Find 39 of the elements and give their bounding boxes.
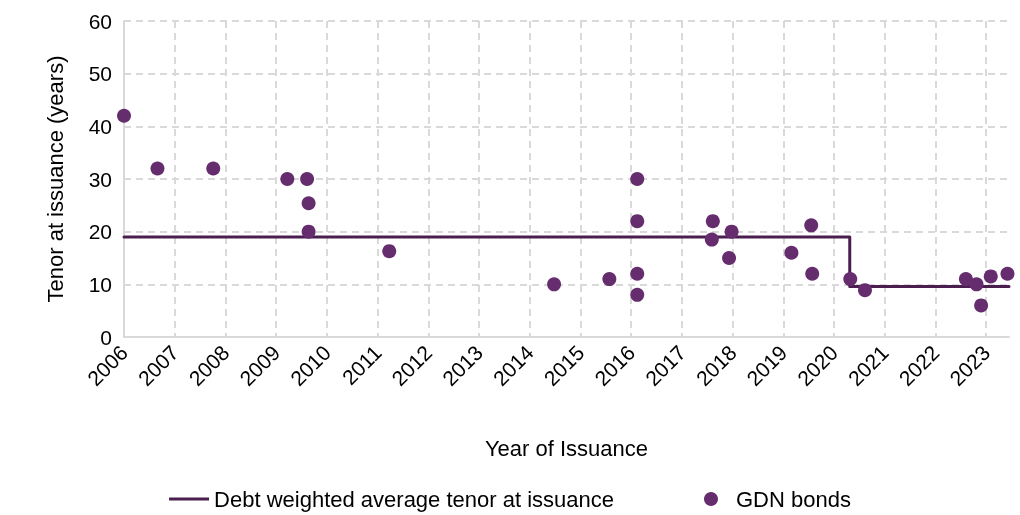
point <box>784 245 799 260</box>
point <box>280 172 295 186</box>
point <box>724 224 739 239</box>
point <box>630 266 645 281</box>
point <box>983 269 998 284</box>
point <box>602 272 617 287</box>
y-tick-label: 50 <box>88 62 112 86</box>
y-axis-title: Tenor at issuance (years) <box>42 55 68 303</box>
point <box>958 272 973 287</box>
y-tick-label: 40 <box>88 114 112 138</box>
x-axis-title: Year of Issuance <box>484 435 649 461</box>
y-tick-label: 0 <box>100 325 112 349</box>
y-tick-label: 60 <box>88 9 112 33</box>
point <box>630 214 645 229</box>
point <box>206 161 221 176</box>
point <box>843 272 858 287</box>
point <box>301 224 316 239</box>
point <box>722 251 737 265</box>
point <box>974 298 989 313</box>
point <box>382 244 397 259</box>
point <box>704 232 719 247</box>
y-tick-label: 30 <box>88 167 112 191</box>
point <box>1000 266 1015 281</box>
point <box>705 214 720 229</box>
point <box>630 287 645 302</box>
point <box>300 172 315 186</box>
point <box>547 277 562 292</box>
legend-label: Debt weighted average tenor at issuance <box>214 486 614 512</box>
point <box>969 277 984 292</box>
point <box>117 108 131 123</box>
point <box>857 283 872 298</box>
legend-label: GDN bonds <box>735 486 851 512</box>
y-tick-label: 20 <box>88 220 112 244</box>
point <box>804 218 819 233</box>
point <box>805 266 820 281</box>
point <box>301 196 316 211</box>
y-tick-label: 10 <box>88 272 112 296</box>
point <box>150 161 165 176</box>
point <box>630 172 645 186</box>
